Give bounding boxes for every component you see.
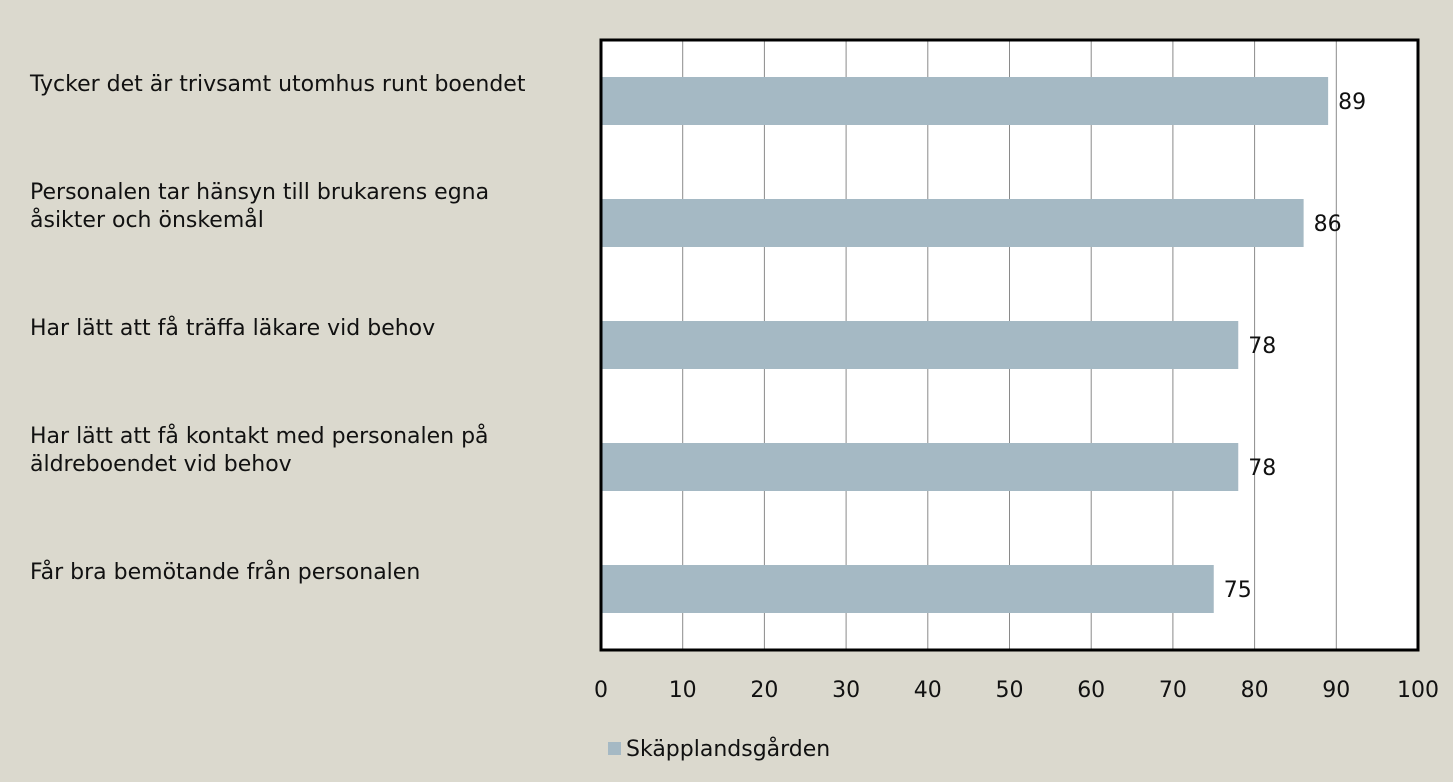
x-tick-label: 40 xyxy=(914,678,942,703)
bar xyxy=(601,565,1214,613)
y-tick-label: Personalen tar hänsyn till brukarens egn… xyxy=(30,180,490,233)
x-tick-label: 10 xyxy=(669,678,697,703)
x-tick-label: 100 xyxy=(1397,678,1439,703)
value-label: 75 xyxy=(1224,578,1252,603)
y-tick-label: Tycker det är trivsamt utomhus runt boen… xyxy=(30,72,526,97)
bar xyxy=(601,443,1239,491)
legend-label: Skäpplandsgården xyxy=(626,736,830,762)
x-tick-label: 70 xyxy=(1159,678,1187,703)
y-tick-label: Har lätt att få träffa läkare vid behov xyxy=(30,316,436,341)
value-label: 86 xyxy=(1314,212,1342,237)
y-tick-label: Har lätt att få kontakt med personalen p… xyxy=(30,424,489,477)
x-tick-label: 60 xyxy=(1077,678,1105,703)
y-tick-label: Får bra bemötande från personalen xyxy=(30,560,421,585)
x-tick-label: 80 xyxy=(1241,678,1269,703)
x-tick-label: 50 xyxy=(996,678,1024,703)
legend-swatch xyxy=(608,742,621,755)
bar xyxy=(601,199,1304,247)
bar xyxy=(601,77,1329,125)
x-tick-label: 90 xyxy=(1322,678,1350,703)
x-tick-label: 0 xyxy=(594,678,608,703)
plot-border xyxy=(599,38,1420,652)
value-label: 89 xyxy=(1338,90,1366,115)
x-tick-label: 30 xyxy=(832,678,860,703)
bar xyxy=(601,321,1239,369)
value-label: 78 xyxy=(1248,334,1276,359)
value-label: 78 xyxy=(1248,456,1276,481)
x-tick-label: 20 xyxy=(750,678,778,703)
